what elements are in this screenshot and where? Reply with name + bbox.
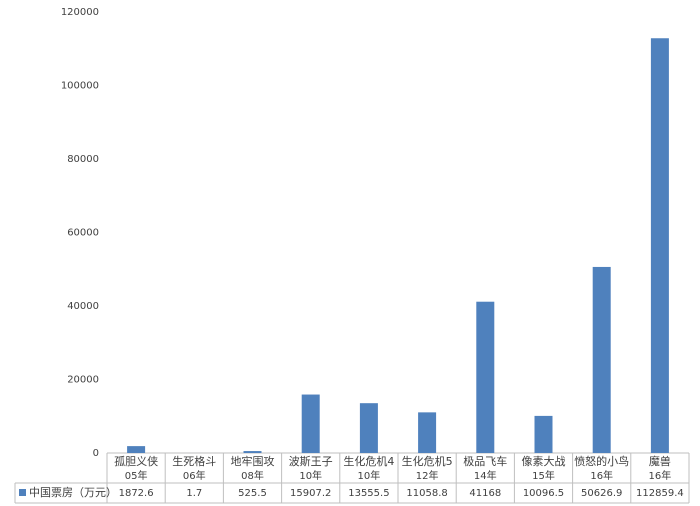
category-year: 05年 (125, 469, 148, 482)
category-year: 08年 (241, 469, 264, 482)
category-name: 孤胆义侠 (114, 455, 158, 468)
category-year: 06年 (183, 469, 206, 482)
table-value: 1.7 (186, 488, 202, 499)
category-name: 愤怒的小鸟 (574, 454, 629, 468)
legend-label: 中国票房（万元） (29, 486, 117, 499)
y-tick-label: 0 (93, 448, 99, 459)
category-name: 魔兽 (649, 454, 671, 468)
category-name: 生化危机4 (343, 454, 394, 468)
category-year: 16年 (590, 469, 613, 482)
y-tick-label: 40000 (67, 301, 99, 312)
bar (534, 415, 553, 453)
category-year: 16年 (649, 469, 672, 482)
bar (243, 451, 262, 453)
table-value: 13555.5 (348, 488, 389, 499)
table-value: 15907.2 (290, 488, 331, 499)
category-name: 生死格斗 (172, 454, 216, 468)
table-value: 1872.6 (119, 488, 154, 499)
category-year: 10年 (358, 469, 381, 482)
table-value: 41168 (469, 488, 501, 499)
bar (359, 403, 378, 453)
bar (418, 412, 437, 453)
category-year: 12年 (416, 469, 439, 482)
y-tick-label: 20000 (67, 375, 99, 386)
table-value: 525.5 (238, 488, 267, 499)
table-value: 11058.8 (406, 488, 447, 499)
bar (592, 266, 611, 453)
bar (476, 301, 495, 453)
category-year: 14年 (474, 469, 497, 482)
y-tick-label: 80000 (67, 154, 99, 165)
y-tick-label: 60000 (67, 228, 99, 239)
category-name: 波斯王子 (289, 455, 333, 468)
legend-key (19, 489, 26, 496)
y-tick-label: 120000 (61, 7, 99, 18)
table-value: 10096.5 (523, 488, 564, 499)
table-value: 50626.9 (581, 488, 622, 499)
bar (650, 38, 669, 454)
bar (301, 394, 320, 453)
category-name: 极品飞车 (463, 454, 507, 468)
category-name: 像素大战 (522, 454, 566, 468)
bar (127, 446, 146, 453)
category-name: 地牢围攻 (231, 454, 275, 468)
category-year: 10年 (299, 469, 322, 482)
category-year: 15年 (532, 469, 555, 482)
y-tick-label: 100000 (61, 81, 99, 92)
table-value: 112859.4 (636, 488, 684, 499)
category-name: 生化危机5 (402, 454, 453, 468)
